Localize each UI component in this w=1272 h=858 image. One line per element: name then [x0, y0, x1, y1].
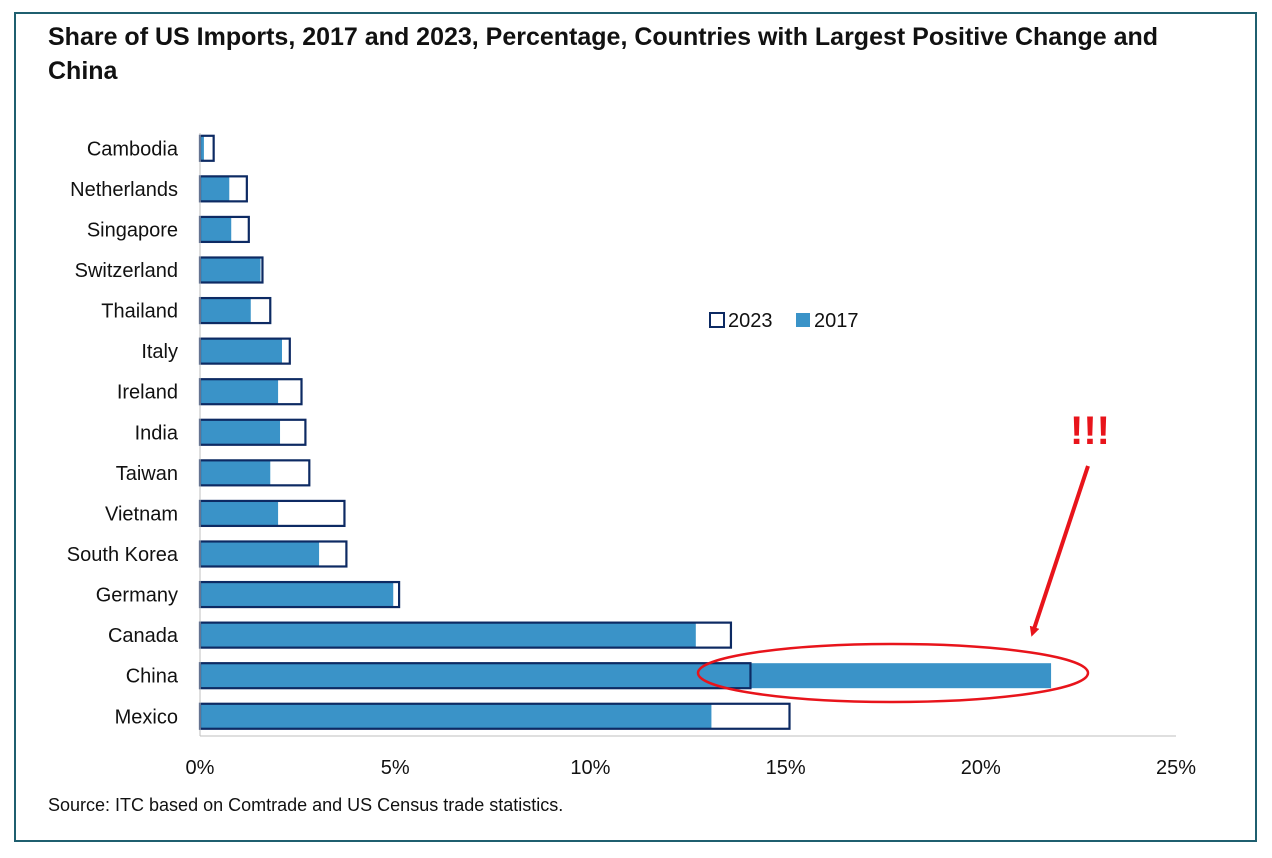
bar-2017-italy: [200, 338, 282, 364]
x-tick-label-0: 0%: [186, 757, 215, 779]
x-tick-label-3: 15%: [766, 757, 806, 779]
chart-frame: [14, 12, 1257, 842]
category-label-singapore: Singapore: [87, 219, 178, 241]
category-label-india: India: [135, 422, 179, 444]
category-label-canada: Canada: [108, 625, 179, 647]
category-label-thailand: Thailand: [101, 301, 178, 323]
bar-2017-netherlands: [200, 176, 230, 202]
highlight-arrow: [1029, 465, 1090, 637]
chart-title: Share of US Imports, 2017 and 2023, Perc…: [48, 23, 1159, 85]
bar-2017-singapore: [200, 216, 232, 242]
annotation-exclamation: !!!: [1070, 409, 1110, 453]
category-label-netherlands: Netherlands: [70, 179, 178, 201]
category-label-cambodia: Cambodia: [87, 138, 179, 160]
x-tick-label-5: 25%: [1156, 757, 1196, 779]
legend-swatch-2023: [709, 312, 725, 328]
bar-2017-germany: [200, 582, 394, 608]
category-label-switzerland: Switzerland: [75, 260, 178, 282]
bar-2017-cambodia: [200, 135, 204, 161]
bar-2017-taiwan: [200, 460, 271, 486]
x-tick-label-4: 20%: [961, 757, 1001, 779]
bar-2017-china: [200, 663, 1052, 689]
china-highlight-ellipse: [696, 642, 1090, 704]
bar-2017-india: [200, 419, 281, 445]
bar-2017-vietnam: [200, 500, 279, 526]
category-label-china: China: [126, 666, 179, 688]
legend-label-2023: 2023: [728, 310, 773, 332]
category-label-south-korea: South Korea: [67, 544, 179, 566]
x-tick-label-1: 5%: [381, 757, 410, 779]
category-label-mexico: Mexico: [115, 706, 178, 728]
category-label-italy: Italy: [141, 341, 178, 363]
category-label-vietnam: Vietnam: [105, 503, 178, 525]
source-note: Source: ITC based on Comtrade and US Cen…: [48, 795, 564, 815]
bar-2017-switzerland: [200, 257, 261, 283]
x-tick-label-2: 10%: [570, 757, 610, 779]
bar-2017-thailand: [200, 298, 251, 324]
bar-2017-ireland: [200, 379, 279, 405]
bar-2017-mexico: [200, 703, 712, 729]
category-label-ireland: Ireland: [117, 382, 178, 404]
legend-label-2017: 2017: [814, 310, 859, 332]
bar-2017-canada: [200, 622, 696, 648]
category-label-germany: Germany: [96, 585, 178, 607]
category-label-taiwan: Taiwan: [116, 463, 178, 485]
bar-2017-south-korea: [200, 541, 320, 567]
legend-swatch-2017: [796, 313, 810, 327]
